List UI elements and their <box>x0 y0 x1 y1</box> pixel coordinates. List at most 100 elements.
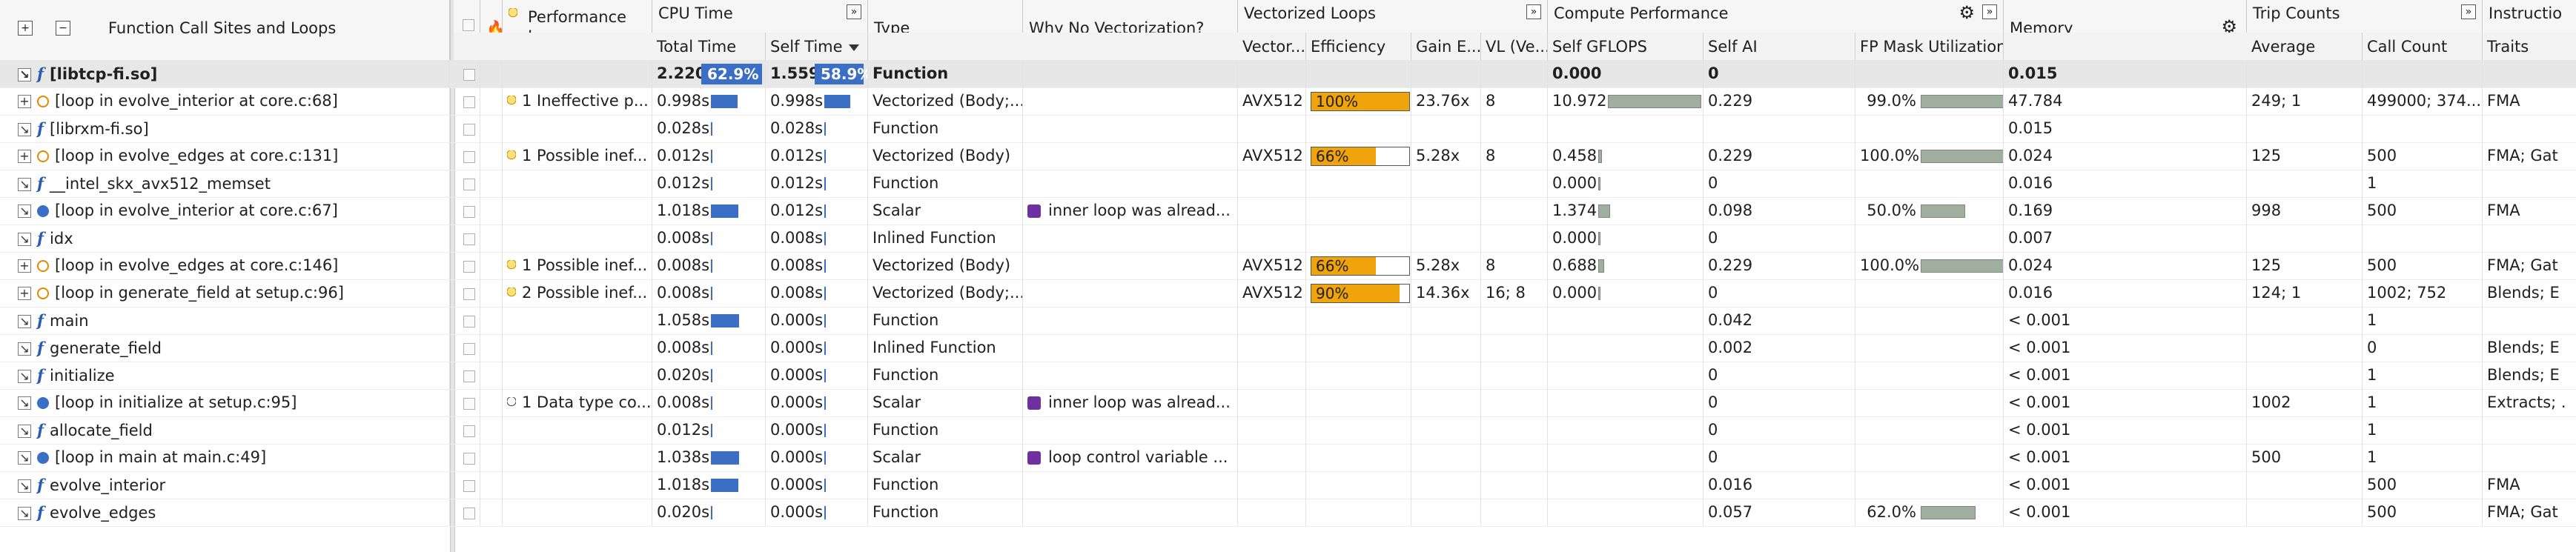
gear-icon[interactable]: ⚙ <box>1959 2 1975 23</box>
collapse-icon[interactable]: ↘ <box>18 342 31 356</box>
checkbox-icon[interactable] <box>463 261 475 273</box>
checkbox-icon[interactable] <box>463 96 475 108</box>
row-checkbox-cell[interactable] <box>454 416 480 444</box>
row-checkbox-cell[interactable] <box>454 444 480 471</box>
row-checkbox-cell[interactable] <box>454 252 480 279</box>
table-row[interactable]: ↘ f [libtcp-fi.so] 2.220s 62.9% 1.559s 58.9% Fu… <box>0 60 2576 88</box>
function-name-cell[interactable]: ↘ f generate_field <box>0 334 450 362</box>
why-no-vec-cell[interactable] <box>1023 252 1238 279</box>
vectorized-loops-group[interactable]: Vectorized Loops » <box>1238 0 1548 33</box>
collapse-icon[interactable]: ↘ <box>18 370 31 383</box>
performance-issues-cell[interactable] <box>503 334 652 362</box>
collapse-all-button[interactable]: − <box>56 21 70 36</box>
function-name-cell[interactable]: ↘ f evolve_interior <box>0 471 450 499</box>
collapse-icon[interactable]: ↘ <box>18 204 31 218</box>
function-name-cell[interactable]: ↘ f allocate_field <box>0 416 450 444</box>
cpu-time-group[interactable]: CPU Time » <box>652 0 868 33</box>
fp-mask-column-header[interactable]: FP Mask Utilization <box>1855 33 2004 60</box>
function-call-sites-header[interactable]: + − Function Call Sites and Loops <box>0 0 450 60</box>
checkbox-icon[interactable] <box>463 425 475 437</box>
traits-column-header[interactable]: Traits <box>2483 33 2576 60</box>
why-no-vec-cell[interactable] <box>1023 471 1238 499</box>
row-checkbox-cell[interactable] <box>454 362 480 389</box>
function-name-cell[interactable]: + [loop in evolve_interior at core.c:68] <box>0 87 450 115</box>
double-chevron-right-icon[interactable]: » <box>1526 4 1541 19</box>
expand-icon[interactable]: + <box>18 95 31 108</box>
collapse-icon[interactable]: ↘ <box>18 178 31 191</box>
table-row[interactable]: ↘ [loop in evolve_interior at core.c:67] 1… <box>0 197 2576 225</box>
select-all-checkbox-header[interactable] <box>454 0 480 33</box>
row-checkbox-cell[interactable] <box>454 60 480 87</box>
gear-icon[interactable]: ⚙ <box>2221 16 2237 33</box>
table-row[interactable]: ↘ f idx 0.008s 0.008s Inlined Function 0.000 0 0… <box>0 225 2576 253</box>
compute-performance-group[interactable]: Compute Performance ⚙ » <box>1548 0 2004 33</box>
trip-counts-group[interactable]: Trip Counts » <box>2247 0 2483 33</box>
function-name-cell[interactable]: ↘ f idx <box>0 225 450 252</box>
why-no-vec-cell[interactable] <box>1023 307 1238 334</box>
why-no-vec-cell[interactable] <box>1023 499 1238 526</box>
why-no-vec-cell[interactable]: loop control variable ... <box>1023 444 1238 471</box>
why-no-vec-cell[interactable]: inner loop was alread... <box>1023 389 1238 416</box>
gain-column-header[interactable]: Gain E... <box>1411 33 1481 60</box>
table-row[interactable]: ↘ f [librxm-fi.so] 0.028s 0.028s Function 0.01… <box>0 115 2576 143</box>
row-checkbox-cell[interactable] <box>454 334 480 362</box>
performance-issues-cell[interactable] <box>503 225 652 252</box>
collapse-icon[interactable]: ↘ <box>18 479 31 493</box>
flame-header[interactable]: 🔥 <box>480 0 503 33</box>
row-checkbox-cell[interactable] <box>454 471 480 499</box>
why-no-vec-cell[interactable] <box>1023 362 1238 389</box>
function-name-cell[interactable]: ↘ [loop in main at main.c:49] <box>0 444 450 471</box>
collapse-icon[interactable]: ↘ <box>18 68 31 82</box>
function-name-cell[interactable]: ↘ f main <box>0 307 450 334</box>
why-no-vec-cell[interactable] <box>1023 115 1238 142</box>
function-name-cell[interactable]: ↘ [loop in evolve_interior at core.c:67] <box>0 197 450 225</box>
table-row[interactable]: ↘ f main 1.058s 0.000s Function 0.042 < 0.001 1 <box>0 307 2576 335</box>
function-name-cell[interactable]: ↘ [loop in initialize at setup.c:95] <box>0 389 450 416</box>
row-checkbox-cell[interactable] <box>454 307 480 334</box>
why-no-vec-cell[interactable] <box>1023 334 1238 362</box>
expand-icon[interactable]: + <box>18 287 31 300</box>
collapse-icon[interactable]: ↘ <box>18 451 31 465</box>
collapse-icon[interactable]: ↘ <box>18 233 31 246</box>
why-no-vec-cell[interactable] <box>1023 142 1238 170</box>
function-name-cell[interactable]: + [loop in generate_field at setup.c:96] <box>0 279 450 307</box>
vector-isa-column-header[interactable]: Vector... <box>1238 33 1306 60</box>
checkbox-icon[interactable] <box>463 206 475 218</box>
sort-descending-icon[interactable] <box>848 44 859 51</box>
efficiency-column-header[interactable]: Efficiency <box>1306 33 1411 60</box>
checkbox-icon[interactable] <box>463 69 475 81</box>
table-row[interactable]: + [loop in evolve_interior at core.c:68] 1… <box>0 87 2576 116</box>
double-chevron-right-icon[interactable]: » <box>2461 4 2476 19</box>
performance-issues-cell[interactable]: 1 Ineffective p... <box>503 87 652 115</box>
table-row[interactable]: ↘ f allocate_field 0.012s 0.000s Function 0 < 0… <box>0 416 2576 445</box>
checkbox-icon[interactable] <box>463 19 474 31</box>
average-column-header[interactable]: Average <box>2247 33 2363 60</box>
function-name-cell[interactable]: ↘ f [libtcp-fi.so] <box>0 60 450 87</box>
expand-all-button[interactable]: + <box>18 21 33 36</box>
row-checkbox-cell[interactable] <box>454 499 480 526</box>
row-checkbox-cell[interactable] <box>454 142 480 170</box>
row-checkbox-cell[interactable] <box>454 87 480 115</box>
self-time-column-header[interactable]: Self Time <box>766 33 868 60</box>
row-checkbox-cell[interactable] <box>454 389 480 416</box>
total-time-column-header[interactable]: Total Time <box>652 33 766 60</box>
why-no-vec-cell[interactable] <box>1023 87 1238 115</box>
checkbox-icon[interactable] <box>463 233 475 245</box>
instructions-group[interactable]: Instructio <box>2483 0 2576 33</box>
performance-issues-cell[interactable] <box>503 416 652 444</box>
table-row[interactable]: ↘ f evolve_interior 1.018s 0.000s Function 0.0… <box>0 471 2576 499</box>
row-checkbox-cell[interactable] <box>454 197 480 225</box>
why-no-vec-cell[interactable] <box>1023 416 1238 444</box>
table-row[interactable]: + [loop in evolve_edges at core.c:146] 1 P… <box>0 252 2576 280</box>
memory-header[interactable]: Memory ⚙ <box>2004 0 2247 33</box>
call-count-column-header[interactable]: Call Count <box>2363 33 2483 60</box>
function-name-cell[interactable]: ↘ f initialize <box>0 362 450 389</box>
checkbox-icon[interactable] <box>463 480 475 492</box>
collapse-icon[interactable]: ↘ <box>18 123 31 136</box>
row-checkbox-cell[interactable] <box>454 279 480 307</box>
performance-issues-cell[interactable]: 1 Possible inef... <box>503 252 652 279</box>
performance-issues-cell[interactable] <box>503 307 652 334</box>
type-header[interactable]: Type <box>868 0 1023 33</box>
why-no-vec-cell[interactable] <box>1023 170 1238 197</box>
checkbox-icon[interactable] <box>463 316 475 327</box>
